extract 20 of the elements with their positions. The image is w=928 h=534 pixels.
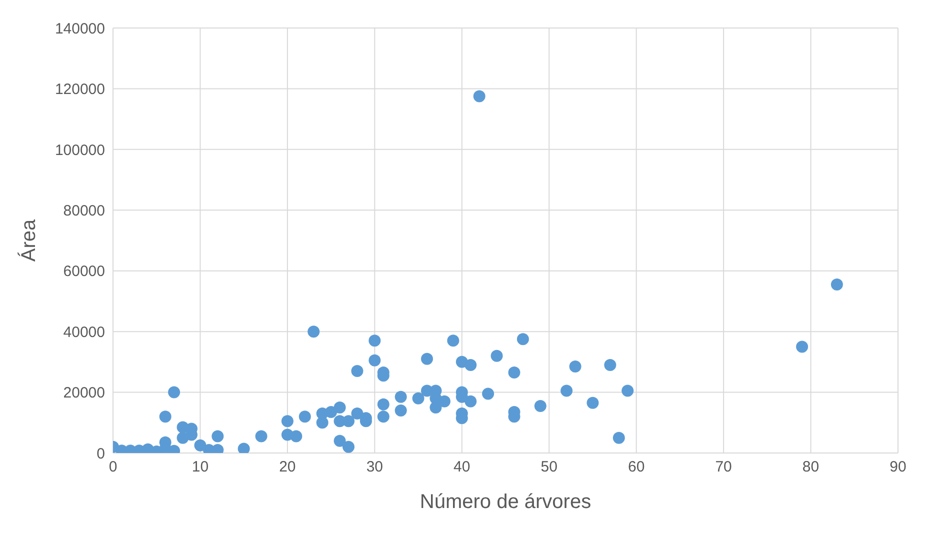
x-tick-label: 0 [108, 458, 118, 476]
y-axis-title: Área [17, 218, 40, 262]
y-tick-label: 20000 [63, 384, 105, 402]
x-tick-label: 80 [802, 458, 820, 476]
x-tick-label: 50 [540, 458, 558, 476]
y-tick-label: 80000 [63, 202, 105, 220]
x-tick-label: 90 [890, 458, 906, 476]
y-tick-label: 60000 [63, 263, 105, 280]
x-tick-label: 60 [628, 458, 645, 476]
y-tick-label: 120000 [54, 81, 105, 98]
x-tick-label: 70 [715, 458, 732, 476]
x-tick-label: 20 [279, 458, 296, 476]
x-tick-label: 30 [366, 458, 384, 476]
x-tick-label: 10 [192, 458, 209, 476]
x-tick-label: 40 [454, 458, 470, 476]
y-tick-label: 0 [96, 445, 105, 462]
y-tick-label: 40000 [63, 324, 105, 341]
y-tick-label: 140000 [54, 20, 105, 38]
x-axis-title: Número de árvores [420, 491, 592, 513]
y-tick-label: 100000 [54, 142, 105, 159]
